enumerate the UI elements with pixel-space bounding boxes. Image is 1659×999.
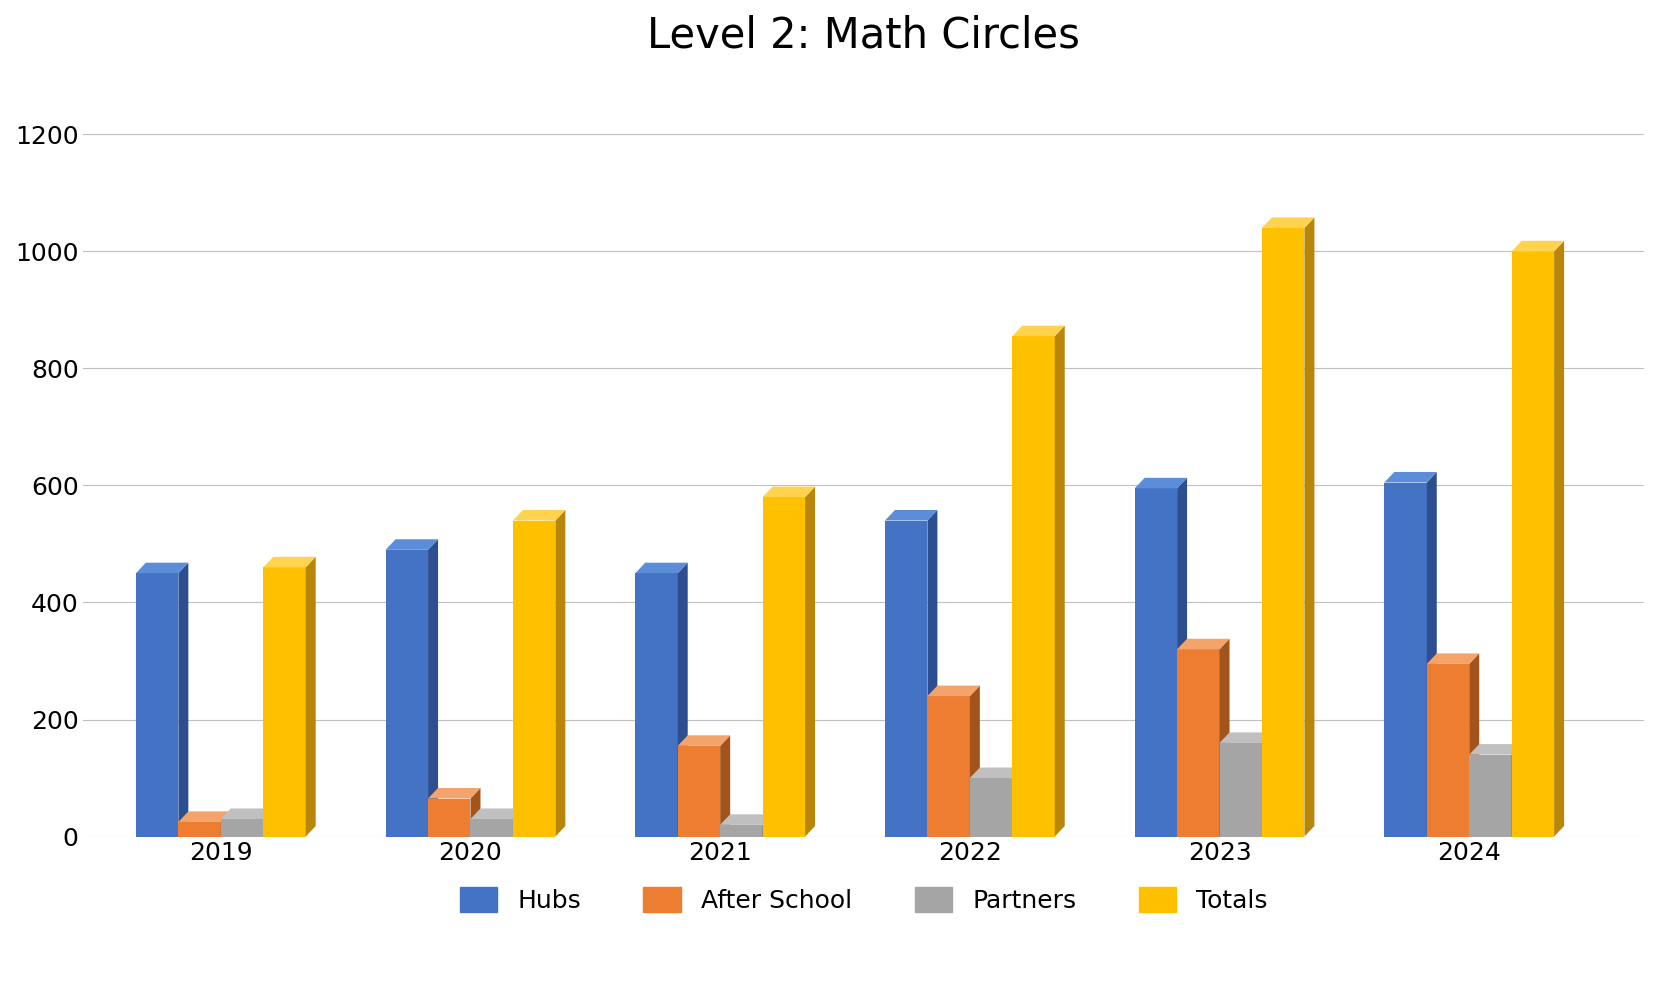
- Polygon shape: [635, 562, 688, 573]
- Polygon shape: [1384, 483, 1427, 836]
- Polygon shape: [221, 819, 264, 836]
- Polygon shape: [1511, 744, 1521, 836]
- Polygon shape: [679, 562, 688, 836]
- Polygon shape: [971, 767, 1022, 778]
- Polygon shape: [428, 798, 471, 836]
- Polygon shape: [428, 539, 438, 836]
- Polygon shape: [1135, 489, 1178, 836]
- Polygon shape: [513, 510, 566, 520]
- Polygon shape: [1178, 649, 1219, 836]
- Polygon shape: [1470, 754, 1511, 836]
- Polygon shape: [513, 520, 556, 836]
- Polygon shape: [136, 562, 189, 573]
- Polygon shape: [1262, 228, 1304, 836]
- Polygon shape: [679, 746, 720, 836]
- Polygon shape: [1262, 218, 1314, 228]
- Polygon shape: [264, 567, 305, 836]
- Polygon shape: [385, 549, 428, 836]
- Polygon shape: [1470, 653, 1480, 836]
- Polygon shape: [720, 735, 730, 836]
- Polygon shape: [179, 562, 189, 836]
- Polygon shape: [221, 811, 231, 836]
- Polygon shape: [1470, 744, 1521, 754]
- Polygon shape: [179, 822, 221, 836]
- Polygon shape: [927, 685, 980, 696]
- Polygon shape: [1178, 478, 1188, 836]
- Polygon shape: [1178, 638, 1229, 649]
- Polygon shape: [884, 520, 927, 836]
- Polygon shape: [385, 539, 438, 549]
- Polygon shape: [1219, 638, 1229, 836]
- Polygon shape: [679, 735, 730, 746]
- Legend: Hubs, After School, Partners, Totals: Hubs, After School, Partners, Totals: [450, 877, 1277, 923]
- Polygon shape: [1055, 326, 1065, 836]
- Polygon shape: [720, 825, 763, 836]
- Polygon shape: [1219, 743, 1262, 836]
- Polygon shape: [1012, 337, 1055, 836]
- Polygon shape: [1427, 472, 1437, 836]
- Polygon shape: [264, 808, 274, 836]
- Polygon shape: [1384, 472, 1437, 483]
- Polygon shape: [927, 510, 937, 836]
- Polygon shape: [1511, 241, 1564, 252]
- Polygon shape: [1554, 241, 1564, 836]
- Polygon shape: [1511, 252, 1554, 836]
- Polygon shape: [763, 487, 815, 498]
- Polygon shape: [136, 573, 179, 836]
- Polygon shape: [1012, 767, 1022, 836]
- Polygon shape: [179, 811, 231, 822]
- Polygon shape: [1219, 732, 1272, 743]
- Polygon shape: [884, 510, 937, 520]
- Polygon shape: [264, 556, 315, 567]
- Polygon shape: [971, 778, 1012, 836]
- Polygon shape: [513, 808, 523, 836]
- Polygon shape: [305, 556, 315, 836]
- Polygon shape: [805, 487, 815, 836]
- Polygon shape: [471, 788, 481, 836]
- Polygon shape: [428, 788, 481, 798]
- Polygon shape: [556, 510, 566, 836]
- Polygon shape: [635, 573, 679, 836]
- Polygon shape: [927, 696, 971, 836]
- Polygon shape: [720, 814, 773, 825]
- Polygon shape: [763, 498, 805, 836]
- Polygon shape: [1135, 478, 1188, 489]
- Polygon shape: [1012, 326, 1065, 337]
- Polygon shape: [471, 819, 513, 836]
- Polygon shape: [221, 808, 274, 819]
- Polygon shape: [1427, 664, 1470, 836]
- Polygon shape: [1427, 653, 1480, 664]
- Polygon shape: [1262, 732, 1272, 836]
- Polygon shape: [1304, 218, 1314, 836]
- Polygon shape: [471, 808, 523, 819]
- Polygon shape: [763, 814, 773, 836]
- Title: Level 2: Math Circles: Level 2: Math Circles: [647, 15, 1080, 57]
- Polygon shape: [971, 685, 980, 836]
